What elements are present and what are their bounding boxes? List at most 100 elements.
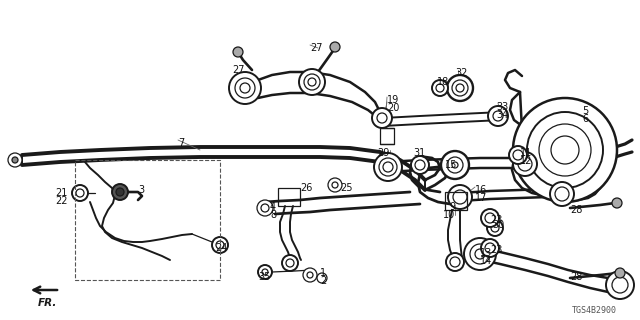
Text: 10: 10: [443, 210, 455, 220]
Text: 6: 6: [582, 114, 588, 124]
Text: 31: 31: [413, 148, 425, 158]
Circle shape: [72, 185, 88, 201]
Circle shape: [330, 42, 340, 52]
Text: 27: 27: [232, 65, 245, 75]
Circle shape: [12, 157, 18, 163]
Text: 3: 3: [138, 185, 144, 195]
Text: 19: 19: [387, 95, 399, 105]
Circle shape: [448, 185, 472, 209]
Circle shape: [235, 78, 255, 98]
Circle shape: [212, 237, 228, 253]
Text: 30: 30: [492, 220, 504, 230]
Circle shape: [456, 84, 464, 92]
Text: 16: 16: [475, 185, 487, 195]
Text: FR.: FR.: [38, 298, 58, 308]
Circle shape: [450, 257, 460, 267]
Circle shape: [328, 178, 342, 192]
Circle shape: [606, 271, 634, 299]
Text: 34: 34: [496, 110, 508, 120]
Text: 29: 29: [378, 148, 390, 158]
Text: 5: 5: [582, 106, 588, 116]
Circle shape: [415, 160, 425, 170]
Text: 20: 20: [387, 103, 399, 113]
Circle shape: [485, 213, 495, 223]
Circle shape: [513, 150, 523, 160]
Circle shape: [377, 113, 387, 123]
Circle shape: [299, 69, 325, 95]
Text: 28: 28: [570, 205, 582, 215]
Circle shape: [509, 146, 527, 164]
Text: 21: 21: [56, 188, 68, 198]
Circle shape: [229, 72, 261, 104]
Circle shape: [447, 157, 463, 173]
Bar: [445, 192, 467, 210]
Circle shape: [262, 269, 268, 275]
Text: 23: 23: [490, 245, 502, 255]
Circle shape: [447, 75, 473, 101]
Text: 12: 12: [520, 156, 532, 166]
Text: 25: 25: [340, 183, 353, 193]
Text: 32: 32: [455, 68, 467, 78]
Text: 8: 8: [270, 210, 276, 220]
Circle shape: [550, 182, 574, 206]
Circle shape: [475, 249, 485, 259]
Circle shape: [491, 224, 499, 232]
Circle shape: [76, 189, 84, 197]
Text: 27: 27: [310, 43, 323, 53]
Text: TGS4B2900: TGS4B2900: [572, 306, 617, 315]
Text: 9: 9: [449, 202, 455, 212]
Circle shape: [307, 272, 313, 278]
Bar: [75, 160, 220, 280]
Circle shape: [304, 74, 320, 90]
Circle shape: [372, 108, 392, 128]
Circle shape: [485, 243, 495, 253]
Circle shape: [539, 124, 591, 176]
Circle shape: [286, 259, 294, 267]
Text: 15: 15: [445, 160, 458, 170]
Circle shape: [493, 111, 503, 121]
Circle shape: [257, 200, 273, 216]
Circle shape: [513, 152, 537, 176]
Bar: [278, 188, 300, 206]
Circle shape: [308, 78, 316, 86]
Circle shape: [615, 268, 625, 278]
Text: 13: 13: [480, 248, 492, 258]
Circle shape: [374, 153, 402, 181]
Text: 4: 4: [270, 202, 276, 212]
Circle shape: [513, 98, 617, 202]
Circle shape: [432, 80, 448, 96]
Text: 23: 23: [490, 215, 502, 225]
Text: 33: 33: [496, 102, 508, 112]
Text: 1: 1: [320, 268, 326, 278]
Circle shape: [8, 153, 22, 167]
Circle shape: [411, 156, 429, 174]
Circle shape: [481, 239, 499, 257]
Text: 7: 7: [178, 138, 184, 148]
Circle shape: [303, 268, 317, 282]
Circle shape: [436, 84, 444, 92]
Circle shape: [258, 265, 272, 279]
Circle shape: [112, 184, 128, 200]
Circle shape: [464, 238, 496, 270]
Text: 11: 11: [520, 148, 532, 158]
Circle shape: [282, 255, 298, 271]
Circle shape: [481, 209, 499, 227]
Text: 18: 18: [437, 77, 449, 87]
Circle shape: [551, 136, 579, 164]
Circle shape: [518, 157, 532, 171]
Circle shape: [332, 182, 338, 188]
Text: 26: 26: [300, 183, 312, 193]
Circle shape: [216, 241, 224, 249]
Circle shape: [233, 47, 243, 57]
Circle shape: [612, 277, 628, 293]
Text: 22: 22: [56, 196, 68, 206]
Text: 17: 17: [475, 193, 488, 203]
Bar: [380, 128, 394, 144]
Circle shape: [527, 112, 603, 188]
Circle shape: [488, 106, 508, 126]
Text: 35: 35: [258, 272, 270, 282]
Circle shape: [446, 253, 464, 271]
Text: 28: 28: [570, 272, 582, 282]
Circle shape: [240, 83, 250, 93]
Circle shape: [317, 273, 327, 283]
